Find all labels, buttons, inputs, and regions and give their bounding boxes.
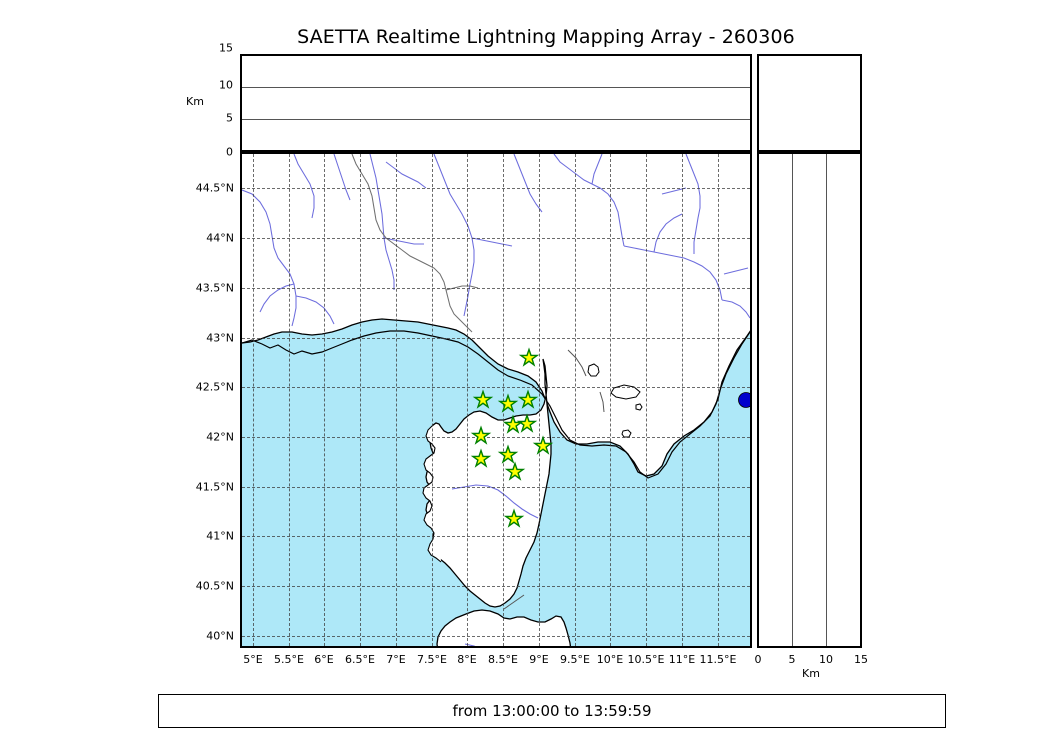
station-marker[interactable]: [505, 509, 523, 527]
graticule-lon-6.5: [360, 154, 361, 646]
time-range-caption: from 13:00:00 to 13:59:59: [158, 694, 946, 728]
map-ytick-43.5: 43.5°N: [195, 281, 234, 295]
top-panel-gridline-5: [242, 119, 750, 120]
map-geography: [242, 154, 750, 646]
ligurian-thin-line: [567, 349, 587, 377]
graticule-lat-43: [242, 338, 750, 339]
map-xtick-6.5: 6.5°E: [345, 653, 375, 666]
island-capraia: [587, 363, 600, 377]
side-panel-xtick-5: 5: [788, 653, 796, 666]
top-panel-ytick-0: 0: [226, 145, 233, 159]
graticule-lon-7: [396, 154, 397, 646]
corner-panel[interactable]: [757, 54, 862, 152]
side-panel-gridline-10: [826, 154, 827, 646]
graticule-lat-40: [242, 636, 750, 637]
station-marker[interactable]: [519, 390, 537, 408]
map-xtick-7.5: 7.5°E: [417, 653, 447, 666]
station-marker[interactable]: [499, 394, 517, 412]
map-xtick-9: 9°E: [529, 653, 549, 666]
graticule-lon-5.5: [289, 154, 290, 646]
time-range-text: from 13:00:00 to 13:59:59: [452, 702, 652, 720]
map-xtick-5.5: 5.5°E: [274, 653, 304, 666]
graticule-lon-7.5: [432, 154, 433, 646]
map-ytick-40.5: 40.5°N: [195, 579, 234, 593]
bonifacio-strait-line: [503, 594, 525, 610]
graticule-lon-10.5: [646, 154, 647, 646]
top-panel-ytick-10: 10: [219, 78, 233, 92]
graticule-lon-9: [539, 154, 540, 646]
top-panel-ytick-5: 5: [226, 111, 233, 125]
map-xtick-7: 7°E: [386, 653, 406, 666]
graticule-lon-5: [253, 154, 254, 646]
graticule-lon-11: [682, 154, 683, 646]
station-markers-layer[interactable]: [242, 154, 750, 646]
map-ytick-44.5: 44.5°N: [195, 181, 234, 195]
mainland-coast-detail: [242, 330, 750, 479]
map-ytick-40: 40°N: [206, 629, 234, 643]
map-xtick-10: 10°E: [596, 653, 624, 666]
graticule-lat-41.5: [242, 487, 750, 488]
side-panel-xtick-0: 0: [754, 653, 762, 666]
map-ytick-41: 41°N: [206, 529, 234, 543]
mainland-rivers: [242, 154, 750, 327]
page-title: SAETTA Realtime Lightning Mapping Array …: [297, 26, 795, 48]
corsica-river: [451, 484, 539, 519]
tuscan-thin-line: [599, 391, 605, 413]
top-panel-axis-label: Km: [186, 95, 204, 108]
map-xtick-6: 6°E: [314, 653, 334, 666]
station-marker[interactable]: [474, 390, 492, 408]
map-xtick-11: 11°E: [668, 653, 696, 666]
station-marker[interactable]: [499, 445, 517, 463]
top-panel-ytick-15: 15: [219, 41, 233, 55]
map-xtick-8: 8°E: [457, 653, 477, 666]
island-elba: [610, 384, 641, 400]
graticule-lat-43.5: [242, 288, 750, 289]
graticule-lat-40.5: [242, 586, 750, 587]
side-panel-xtick-10: 10: [819, 653, 833, 666]
graticule-lat-42.5: [242, 387, 750, 388]
station-marker[interactable]: [518, 414, 536, 432]
graticule-lon-9.5: [575, 154, 576, 646]
station-marker[interactable]: [472, 426, 490, 444]
station-marker[interactable]: [520, 348, 538, 366]
map-panel[interactable]: [240, 152, 752, 648]
graticule-lon-8: [467, 154, 468, 646]
map-ytick-41.5: 41.5°N: [195, 480, 234, 494]
map-xtick-9.5: 9.5°E: [560, 653, 590, 666]
station-marker[interactable]: [472, 449, 490, 467]
side-panel-xtick-15: 15: [854, 653, 868, 666]
lightning-source-marker[interactable]: [738, 392, 751, 408]
graticule-lon-11.5: [718, 154, 719, 646]
side-altitude-panel[interactable]: [757, 152, 862, 648]
station-marker[interactable]: [506, 462, 524, 480]
side-panel-axis-label: Km: [802, 667, 820, 680]
station-marker[interactable]: [504, 415, 522, 433]
map-xtick-11.5: 11.5°E: [699, 653, 737, 666]
graticule-lat-44: [242, 238, 750, 239]
map-ytick-42.5: 42.5°N: [195, 380, 234, 394]
map-ytick-43: 43°N: [206, 331, 234, 345]
map-ytick-42: 42°N: [206, 430, 234, 444]
top-panel-gridline-10: [242, 87, 750, 88]
map-xtick-10.5: 10.5°E: [627, 653, 665, 666]
graticule-lat-41: [242, 536, 750, 537]
graticule-lon-10: [610, 154, 611, 646]
graticule-lon-8.5: [503, 154, 504, 646]
map-ytick-44: 44°N: [206, 231, 234, 245]
top-altitude-panel[interactable]: [240, 54, 752, 152]
map-xtick-5: 5°E: [243, 653, 263, 666]
graticule-lat-44.5: [242, 188, 750, 189]
island-gorgona: [635, 403, 643, 411]
station-marker[interactable]: [534, 436, 552, 454]
map-xtick-8.5: 8.5°E: [488, 653, 518, 666]
graticule-lon-6: [324, 154, 325, 646]
graticule-lat-42: [242, 437, 750, 438]
side-panel-gridline-5: [792, 154, 793, 646]
